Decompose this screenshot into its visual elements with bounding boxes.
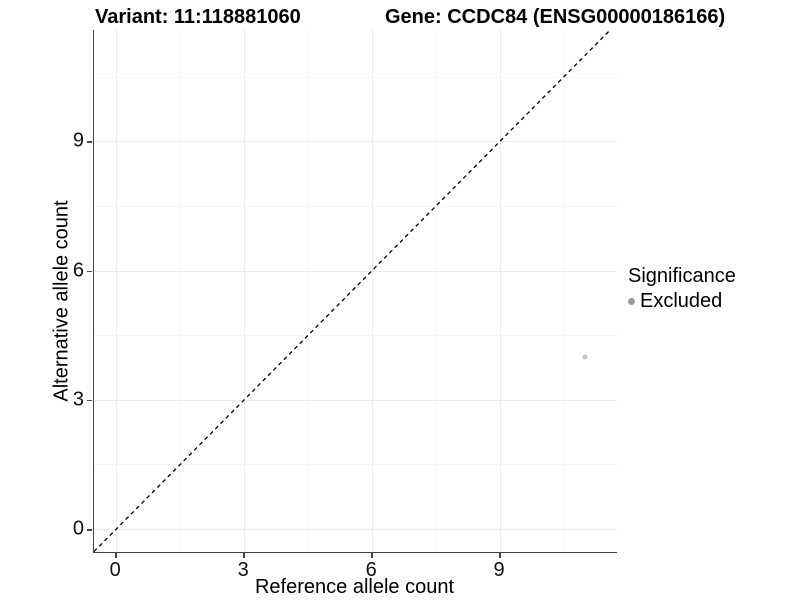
major-gridline-vertical xyxy=(116,30,118,552)
x-tick-label: 6 xyxy=(365,559,377,581)
x-tick-mark xyxy=(371,553,373,558)
minor-gridline-vertical xyxy=(180,30,182,552)
legend-title: Significance xyxy=(628,265,736,287)
major-gridline-horizontal xyxy=(94,141,617,143)
plot-panel xyxy=(93,29,617,553)
x-tick-label: 3 xyxy=(237,559,249,581)
major-gridline-vertical xyxy=(372,30,374,552)
major-gridline-horizontal xyxy=(94,529,617,531)
identity-line xyxy=(93,29,611,553)
y-tick-label: 0 xyxy=(72,517,84,540)
y-tick-mark xyxy=(87,529,92,531)
major-gridline-vertical xyxy=(500,30,502,552)
data-point xyxy=(582,354,588,360)
major-gridline-horizontal xyxy=(94,270,617,272)
y-tick-mark xyxy=(87,399,92,402)
y-tick-label: 6 xyxy=(72,259,84,282)
identity-line-layer xyxy=(93,29,611,553)
y-tick-label: 9 xyxy=(72,129,84,152)
x-tick-label: 0 xyxy=(109,559,121,581)
legend: Significance Excluded xyxy=(628,265,736,313)
minor-gridline-vertical xyxy=(436,30,438,552)
legend-dot-icon xyxy=(628,298,635,305)
minor-gridline-vertical xyxy=(564,30,566,552)
y-axis-title: Alternative allele count xyxy=(50,200,73,402)
gene-title: Gene: CCDC84 (ENSG00000186166) xyxy=(385,6,726,28)
minor-gridline-horizontal xyxy=(94,205,617,207)
minor-gridline-vertical xyxy=(308,30,310,552)
minor-gridline-horizontal xyxy=(94,464,617,466)
variant-title: Variant: 11:118881060 xyxy=(95,6,301,28)
y-tick-mark xyxy=(87,141,92,143)
legend-item-label: Excluded xyxy=(640,290,723,312)
y-tick-label: 3 xyxy=(72,388,84,411)
x-tick-label: 9 xyxy=(493,559,505,581)
x-tick-mark xyxy=(115,553,117,558)
minor-gridline-horizontal xyxy=(94,76,617,78)
x-axis-title: Reference allele count xyxy=(254,576,455,598)
x-tick-mark xyxy=(243,553,245,558)
major-gridline-vertical xyxy=(244,30,246,552)
legend-item: Excluded xyxy=(628,290,736,313)
x-tick-mark xyxy=(499,553,501,558)
y-tick-mark xyxy=(87,270,92,272)
major-gridline-horizontal xyxy=(94,399,617,401)
minor-gridline-horizontal xyxy=(94,335,617,337)
